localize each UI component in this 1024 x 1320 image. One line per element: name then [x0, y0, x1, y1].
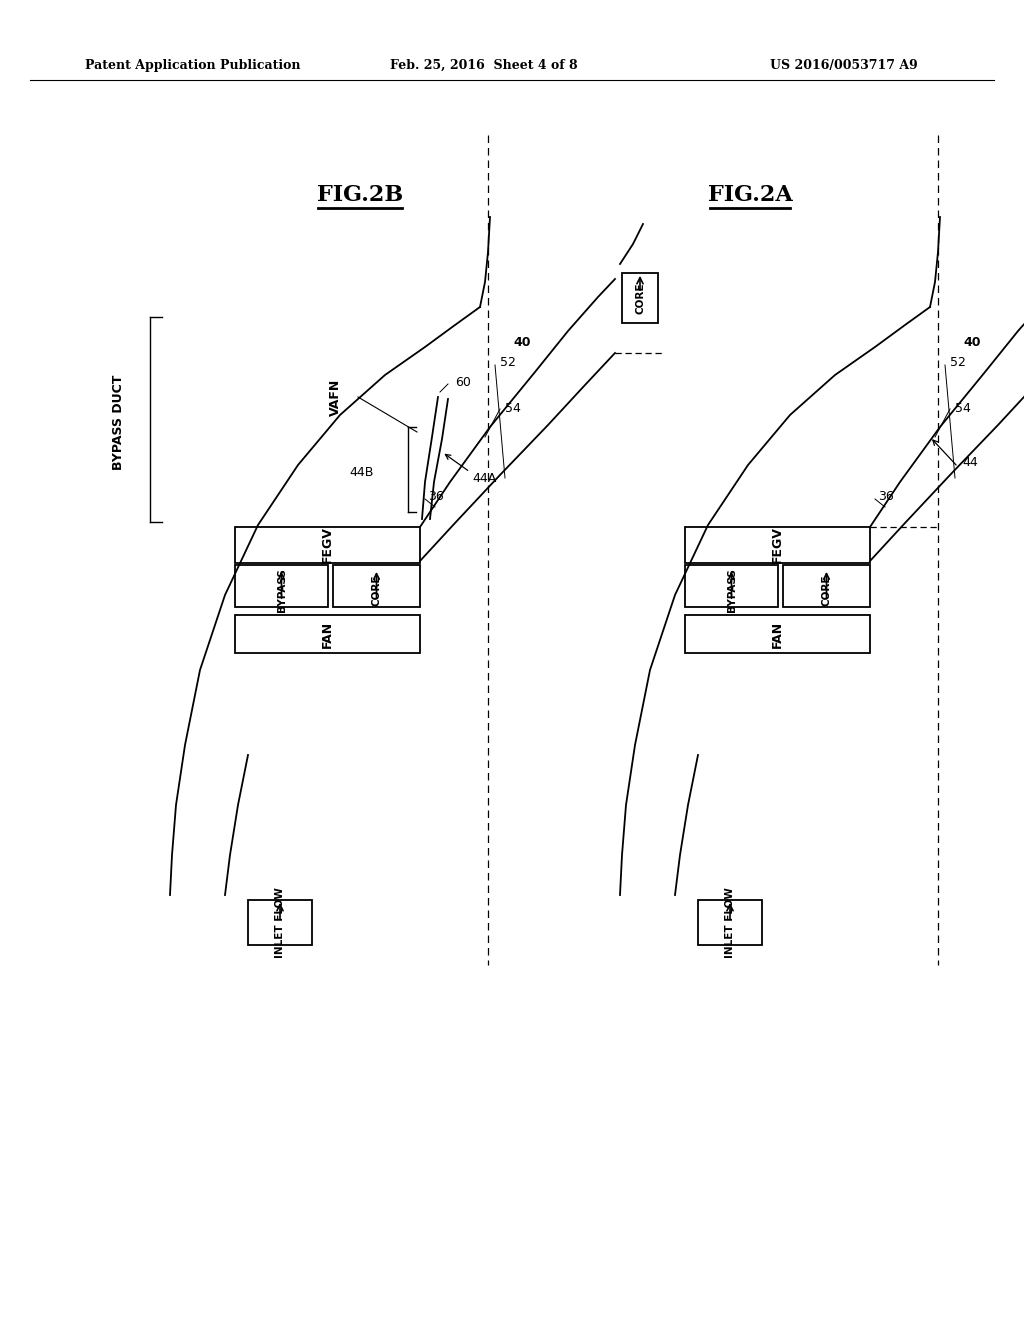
Text: CORE: CORE: [372, 574, 382, 606]
Text: US 2016/0053717 A9: US 2016/0053717 A9: [770, 58, 918, 71]
Bar: [685, 565, 778, 607]
Text: 36: 36: [878, 491, 894, 503]
Bar: [248, 900, 312, 945]
Bar: [234, 615, 420, 653]
Text: Patent Application Publication: Patent Application Publication: [85, 58, 300, 71]
Text: FAN: FAN: [771, 620, 784, 648]
Text: CORE: CORE: [635, 282, 645, 314]
Text: FEGV: FEGV: [321, 527, 334, 564]
Text: 52: 52: [950, 355, 966, 368]
Bar: [234, 565, 328, 607]
Text: 36: 36: [428, 491, 443, 503]
Text: Feb. 25, 2016  Sheet 4 of 8: Feb. 25, 2016 Sheet 4 of 8: [390, 58, 578, 71]
Text: FEGV: FEGV: [771, 527, 784, 564]
Text: INLET FLOW: INLET FLOW: [275, 887, 285, 958]
Bar: [685, 527, 870, 564]
Text: 40: 40: [963, 335, 981, 348]
Bar: [685, 615, 870, 653]
Text: CORE: CORE: [821, 574, 831, 606]
Text: BYPASS DUCT: BYPASS DUCT: [112, 375, 125, 470]
Text: 54: 54: [955, 403, 971, 416]
Text: 60: 60: [455, 375, 471, 388]
Bar: [622, 273, 658, 323]
Text: 54: 54: [505, 403, 521, 416]
Text: BYPASS: BYPASS: [726, 568, 736, 612]
Text: FAN: FAN: [321, 620, 334, 648]
Bar: [234, 527, 420, 564]
Text: 44: 44: [962, 455, 978, 469]
Text: FIG.2B: FIG.2B: [316, 183, 403, 206]
Text: VAFN: VAFN: [329, 379, 341, 416]
Text: 44B: 44B: [350, 466, 374, 479]
Text: 44A: 44A: [472, 473, 497, 486]
Text: INLET FLOW: INLET FLOW: [725, 887, 735, 958]
Text: 40: 40: [513, 335, 530, 348]
Bar: [698, 900, 762, 945]
Bar: [783, 565, 870, 607]
Text: BYPASS: BYPASS: [276, 568, 287, 612]
Bar: [333, 565, 420, 607]
Text: FIG.2A: FIG.2A: [708, 183, 793, 206]
Text: 52: 52: [500, 355, 516, 368]
